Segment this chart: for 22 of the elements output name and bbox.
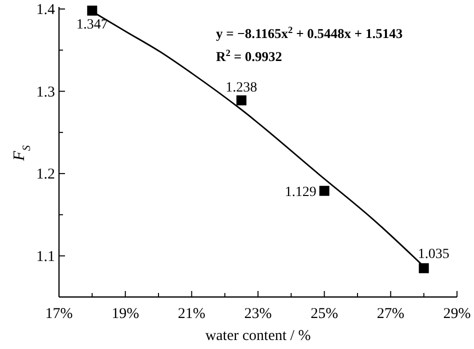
- point: [319, 186, 330, 196]
- x-tick-label: 25%: [310, 306, 338, 322]
- x-axis-title: water content / %: [205, 328, 311, 344]
- y-tick-label: 1.1: [36, 248, 55, 265]
- x-tick-label: 17%: [45, 306, 73, 322]
- x-tick-label: 19%: [112, 306, 140, 322]
- annotation: 1.238: [226, 80, 258, 96]
- y-tick-label: 1.2: [36, 166, 55, 183]
- point: [418, 263, 429, 274]
- point: [236, 95, 246, 106]
- annotation: y = −8.1165x$^{2}$ + 0.5448x + 1.5143: [216, 26, 403, 41]
- annotation: R$^{2}$ = 0.9932: [216, 49, 282, 64]
- y-tick-label: 1.3: [36, 84, 55, 100]
- y-tick-label: 1.4: [36, 2, 56, 18]
- x-tick-label: 29%: [443, 306, 471, 322]
- annotation: 1.129: [284, 184, 316, 200]
- x-tick-label: 27%: [376, 306, 404, 322]
- point: [87, 6, 98, 16]
- x-tick-label: 23%: [244, 306, 272, 322]
- x-tick-label: 21%: [178, 306, 206, 322]
- annotation: 1.347: [76, 18, 108, 33]
- annotation: 1.035: [418, 247, 450, 262]
